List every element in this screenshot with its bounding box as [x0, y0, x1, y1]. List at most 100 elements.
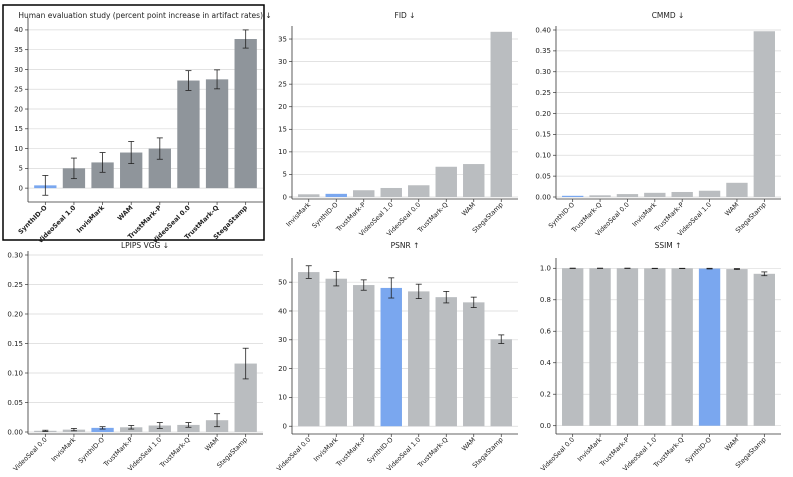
x-tick-label: StegaStamp — [215, 436, 249, 470]
x-tick-label: WAM — [203, 436, 220, 453]
chart-title: Human evaluation study (percent point in… — [18, 11, 271, 20]
y-tick-label: 35 — [14, 46, 23, 54]
y-tick-label: 0.8 — [540, 296, 551, 304]
x-tick-label: WAM — [460, 436, 477, 453]
bar-wam — [120, 152, 143, 189]
bar-videoseal-0-0 — [562, 268, 584, 426]
y-tick-label: 25 — [14, 86, 23, 94]
x-tick-label: SynthID-O — [77, 436, 106, 465]
x-tick-label: VideoSeal 0.0 — [539, 436, 576, 473]
bar-trustmark-p — [616, 268, 639, 426]
y-tick-label: 30 — [278, 336, 287, 344]
chart-panel-2: FID ↓05101520253035InvisMarkSynthID-OTru… — [278, 11, 518, 238]
y-tick-label: 0.25 — [7, 281, 23, 289]
x-tick-label: InvisMark — [285, 201, 313, 229]
y-tick-label: 0.20 — [7, 310, 23, 318]
bar-invismark — [91, 162, 114, 189]
bar-invismark — [644, 192, 666, 197]
bar-trustmark-p — [120, 427, 143, 432]
y-tick-label: 0 — [283, 193, 287, 201]
x-tick-label: InvisMark — [75, 203, 106, 234]
x-tick-label: WAM — [460, 201, 477, 218]
bar-stegastamp — [234, 363, 257, 432]
chart-panel-1: Human evaluation study (percent point in… — [2, 4, 272, 245]
y-tick-label: 15 — [14, 125, 23, 133]
bar-videoseal-0-0 — [616, 194, 639, 197]
bar-trustmark-q — [435, 297, 457, 427]
y-tick-label: 35 — [278, 35, 287, 43]
bar-synthid-o — [562, 195, 584, 197]
bar-videoseal-0-0 — [298, 272, 320, 427]
bar-videoseal-1-0 — [408, 291, 430, 427]
y-tick-label: 0.6 — [540, 328, 552, 336]
bar-videoseal-0-0 — [408, 185, 430, 197]
y-tick-label: 20 — [278, 103, 287, 111]
y-tick-label: 10 — [278, 394, 287, 402]
y-tick-label: 0.05 — [535, 172, 551, 180]
chart-title: PSNR ↑ — [391, 241, 420, 250]
y-tick-label: 0.10 — [7, 369, 23, 377]
bar-trustmark-q — [671, 268, 693, 426]
x-tick-label: WAM — [723, 201, 740, 218]
bar-synthid-o — [698, 268, 721, 426]
bar-stegastamp — [753, 273, 775, 426]
bar-trustmark-p — [148, 148, 171, 189]
y-tick-label: 25 — [278, 80, 287, 88]
bar-trustmark-q — [205, 79, 229, 189]
x-tick-label: InvisMark — [576, 436, 604, 464]
bar-videoseal-1-0 — [698, 190, 721, 197]
chart-panel-4: LPIPS VGG ↓ 0.00 0.05 0.10 0.15 0.20 0.25 0.30 V… — [7, 241, 263, 473]
bar-videoseal-0-0 — [177, 80, 200, 189]
bar-wam — [726, 182, 748, 197]
bar-trustmark-q — [589, 195, 611, 197]
bar-trustmark-q — [177, 424, 200, 432]
y-tick-label: 20 — [14, 105, 23, 113]
bar-trustmark-p — [353, 285, 375, 427]
y-tick-label: 10 — [14, 145, 23, 153]
y-tick-label: 1.0 — [540, 265, 551, 273]
x-tick-label: VideoSeal 0.0 — [12, 436, 49, 473]
bar-stegastamp — [234, 39, 257, 189]
bar-wam — [463, 302, 485, 427]
y-tick-label: 0 — [19, 184, 23, 192]
y-tick-label: 20 — [278, 365, 287, 373]
bar-trustmark-p — [353, 190, 375, 197]
chart-title: SSIM ↑ — [655, 241, 682, 250]
y-tick-label: 10 — [278, 148, 287, 156]
bar-synthid-o — [325, 193, 347, 197]
highlight-frame — [2, 4, 265, 241]
y-tick-label: 30 — [14, 66, 23, 74]
y-tick-label: 15 — [278, 126, 287, 134]
bar-stegastamp — [753, 31, 775, 197]
bar-videoseal-1-0 — [380, 187, 402, 197]
y-tick-label: 40 — [14, 26, 23, 34]
y-tick-label: 0.00 — [535, 193, 551, 201]
y-tick-label: 0.30 — [535, 68, 551, 76]
x-tick-label: SynthID-O — [684, 436, 713, 465]
bar-invismark — [589, 268, 611, 426]
chart-title: LPIPS VGG ↓ — [121, 241, 169, 250]
x-tick-label: WAM — [116, 204, 135, 223]
bar-trustmark-p — [671, 191, 693, 197]
y-tick-label: 0.4 — [540, 359, 552, 367]
bar-synthid-o — [91, 427, 114, 432]
bar-trustmark-q — [435, 166, 457, 197]
chart-title: FID ↓ — [395, 11, 416, 20]
x-tick-label: InvisMark — [312, 436, 340, 464]
bar-wam — [463, 164, 485, 197]
y-tick-label: 50 — [278, 278, 287, 286]
y-tick-label: 30 — [278, 58, 287, 66]
y-tick-label: 0 — [283, 423, 287, 431]
y-tick-label: 0.15 — [7, 340, 23, 348]
y-tick-label: 5 — [283, 171, 287, 179]
chart-panel-3: CMMD ↓ 0.00 0.05 0.10 0.15 0.20 0.25 0.30 0.35 0.… — [535, 11, 781, 238]
y-tick-label: 0.15 — [535, 131, 551, 139]
bar-invismark — [325, 278, 347, 427]
y-tick-label: 0.05 — [7, 399, 23, 407]
chart-panel-6: SSIM ↑ 0.0 0.2 0.4 0.6 0.8 1.0 VideoSeal 0.0 Inv… — [539, 241, 781, 473]
y-tick-label: 0.25 — [535, 89, 551, 97]
bar-wam — [726, 269, 748, 426]
y-tick-label: 0.2 — [540, 391, 551, 399]
chart-title: CMMD ↓ — [652, 11, 685, 20]
